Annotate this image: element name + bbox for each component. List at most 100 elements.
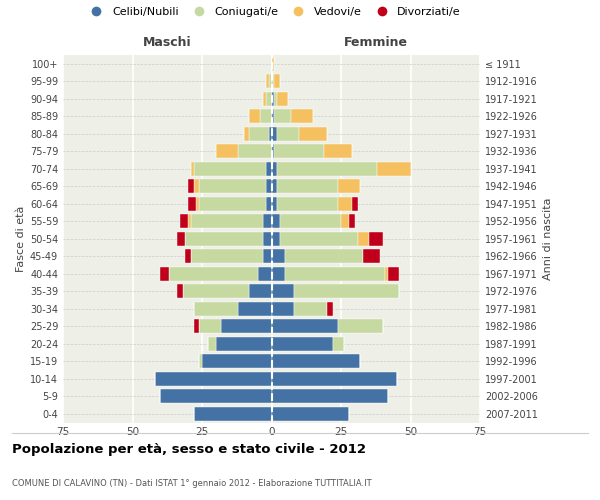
- Bar: [188, 214, 191, 228]
- Bar: [188, 197, 196, 210]
- Bar: [216, 337, 271, 350]
- Bar: [338, 180, 361, 193]
- Bar: [194, 180, 199, 193]
- Text: Femmine: Femmine: [344, 36, 408, 49]
- Bar: [271, 74, 274, 88]
- Bar: [266, 180, 271, 193]
- Bar: [199, 180, 266, 193]
- Bar: [274, 144, 325, 158]
- Bar: [266, 162, 271, 175]
- Bar: [271, 320, 338, 333]
- Bar: [271, 110, 274, 123]
- Bar: [249, 127, 269, 140]
- Bar: [177, 284, 182, 298]
- Bar: [263, 232, 271, 245]
- Bar: [238, 144, 271, 158]
- Bar: [266, 74, 269, 88]
- Bar: [194, 302, 238, 316]
- Bar: [199, 354, 202, 368]
- Bar: [291, 110, 313, 123]
- Bar: [369, 232, 383, 245]
- Bar: [271, 144, 274, 158]
- Bar: [338, 320, 383, 333]
- Bar: [191, 162, 194, 175]
- Bar: [185, 250, 191, 263]
- Bar: [299, 127, 327, 140]
- Bar: [271, 92, 274, 106]
- Bar: [263, 250, 271, 263]
- Bar: [271, 354, 361, 368]
- Bar: [271, 232, 280, 245]
- Bar: [277, 197, 338, 210]
- Bar: [277, 127, 299, 140]
- Bar: [244, 127, 249, 140]
- Bar: [169, 267, 257, 280]
- Bar: [377, 162, 410, 175]
- Bar: [358, 232, 369, 245]
- Bar: [249, 284, 271, 298]
- Bar: [202, 354, 271, 368]
- Bar: [271, 127, 277, 140]
- Bar: [182, 284, 249, 298]
- Text: COMUNE DI CALAVINO (TN) - Dati ISTAT 1° gennaio 2012 - Elaborazione TUTTITALIA.I: COMUNE DI CALAVINO (TN) - Dati ISTAT 1° …: [12, 479, 371, 488]
- Bar: [294, 302, 327, 316]
- Bar: [352, 197, 358, 210]
- Bar: [286, 250, 363, 263]
- Bar: [249, 110, 260, 123]
- Bar: [274, 74, 280, 88]
- Bar: [194, 162, 266, 175]
- Bar: [274, 110, 291, 123]
- Bar: [271, 180, 277, 193]
- Bar: [238, 302, 271, 316]
- Bar: [271, 197, 277, 210]
- Bar: [271, 162, 277, 175]
- Text: Popolazione per età, sesso e stato civile - 2012: Popolazione per età, sesso e stato civil…: [12, 442, 366, 456]
- Bar: [208, 337, 216, 350]
- Bar: [216, 144, 238, 158]
- Bar: [338, 197, 352, 210]
- Bar: [294, 284, 400, 298]
- Bar: [277, 180, 338, 193]
- Bar: [363, 250, 380, 263]
- Y-axis label: Fasce di età: Fasce di età: [16, 206, 26, 272]
- Bar: [271, 372, 397, 386]
- Bar: [199, 320, 221, 333]
- Bar: [177, 232, 185, 245]
- Bar: [266, 92, 271, 106]
- Bar: [274, 92, 277, 106]
- Bar: [185, 232, 263, 245]
- Bar: [286, 267, 385, 280]
- Bar: [332, 337, 344, 350]
- Bar: [280, 214, 341, 228]
- Bar: [271, 267, 286, 280]
- Bar: [180, 214, 188, 228]
- Bar: [257, 267, 271, 280]
- Bar: [349, 214, 355, 228]
- Bar: [385, 267, 388, 280]
- Bar: [277, 92, 288, 106]
- Bar: [271, 390, 388, 403]
- Bar: [271, 57, 274, 70]
- Bar: [271, 407, 349, 420]
- Bar: [221, 320, 271, 333]
- Bar: [271, 214, 280, 228]
- Bar: [280, 232, 358, 245]
- Bar: [191, 214, 263, 228]
- Bar: [271, 284, 294, 298]
- Bar: [269, 127, 271, 140]
- Text: Maschi: Maschi: [143, 36, 191, 49]
- Bar: [325, 144, 352, 158]
- Bar: [388, 267, 400, 280]
- Y-axis label: Anni di nascita: Anni di nascita: [543, 198, 553, 280]
- Bar: [263, 92, 266, 106]
- Bar: [194, 407, 271, 420]
- Bar: [199, 197, 266, 210]
- Bar: [266, 197, 271, 210]
- Bar: [188, 180, 194, 193]
- Bar: [196, 197, 199, 210]
- Bar: [260, 110, 271, 123]
- Bar: [341, 214, 349, 228]
- Bar: [191, 250, 263, 263]
- Bar: [160, 390, 271, 403]
- Bar: [269, 74, 271, 88]
